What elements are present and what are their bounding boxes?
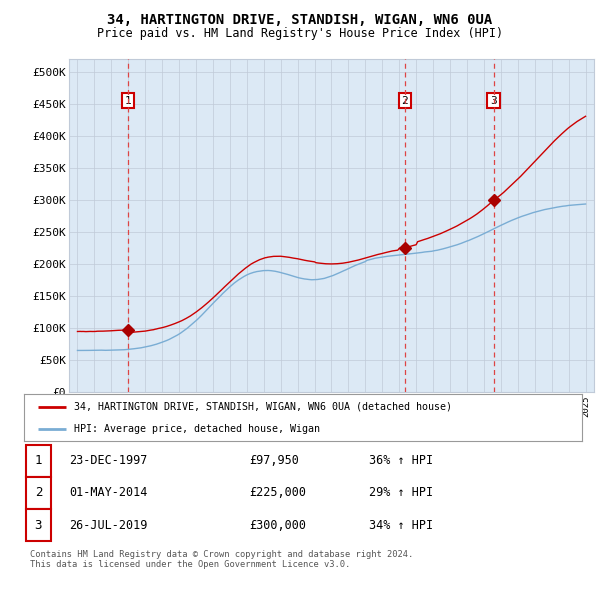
Text: Contains HM Land Registry data © Crown copyright and database right 2024.
This d: Contains HM Land Registry data © Crown c… xyxy=(30,550,413,569)
Text: 3: 3 xyxy=(490,96,497,106)
Text: 36% ↑ HPI: 36% ↑ HPI xyxy=(369,454,433,467)
Text: 34% ↑ HPI: 34% ↑ HPI xyxy=(369,519,433,532)
Text: 34, HARTINGTON DRIVE, STANDISH, WIGAN, WN6 0UA (detached house): 34, HARTINGTON DRIVE, STANDISH, WIGAN, W… xyxy=(74,402,452,412)
Text: £300,000: £300,000 xyxy=(249,519,306,532)
Text: 3: 3 xyxy=(35,519,42,532)
Text: 2: 2 xyxy=(35,486,42,500)
Text: 01-MAY-2014: 01-MAY-2014 xyxy=(69,486,148,500)
Text: 23-DEC-1997: 23-DEC-1997 xyxy=(69,454,148,467)
Text: 2: 2 xyxy=(401,96,408,106)
Text: £225,000: £225,000 xyxy=(249,486,306,500)
Text: 29% ↑ HPI: 29% ↑ HPI xyxy=(369,486,433,500)
Text: 1: 1 xyxy=(125,96,131,106)
Text: 1: 1 xyxy=(35,454,42,467)
Text: £97,950: £97,950 xyxy=(249,454,299,467)
Text: 34, HARTINGTON DRIVE, STANDISH, WIGAN, WN6 0UA: 34, HARTINGTON DRIVE, STANDISH, WIGAN, W… xyxy=(107,13,493,27)
Text: 26-JUL-2019: 26-JUL-2019 xyxy=(69,519,148,532)
Text: HPI: Average price, detached house, Wigan: HPI: Average price, detached house, Wiga… xyxy=(74,424,320,434)
Text: Price paid vs. HM Land Registry's House Price Index (HPI): Price paid vs. HM Land Registry's House … xyxy=(97,27,503,40)
